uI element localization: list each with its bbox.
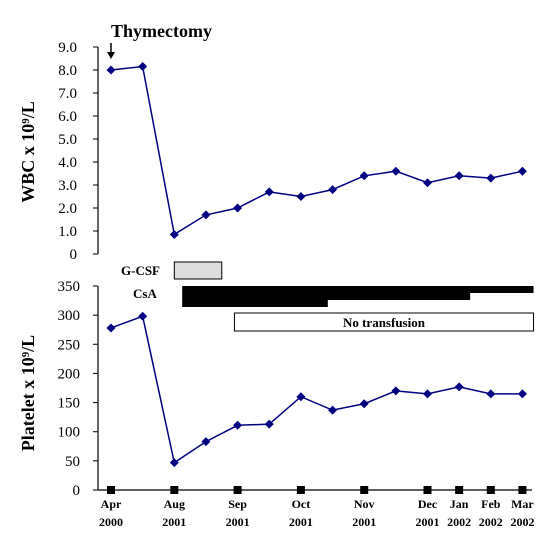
x-tick-mark-6 [455,486,464,494]
no-transfusion-bar [233,312,535,332]
x-tick-label-month-5: Dec [418,497,438,511]
x-tick-label-year-6: 2002 [447,515,471,529]
platelet-point-10 [423,389,432,399]
no-transfusion-label: No transfusion [343,315,426,330]
wbc-point-3 [201,210,211,220]
platelet-point-7 [328,405,338,415]
platelet-point-13 [517,389,527,399]
wbc-y-tick-label-8: 8.0 [58,63,77,79]
thymectomy-arrow-head [107,52,115,59]
x-tick-label-year-0: 2000 [99,515,123,529]
csa-bar-segment-0 [182,286,534,293]
platelet-y-tick-label-4: 200 [58,366,81,382]
wbc-point-5 [264,187,274,197]
wbc-y-tick-label-9: 9.0 [58,40,77,56]
wbc-point-8 [359,171,369,181]
platelet-y-tick-label-1: 50 [65,454,80,470]
wbc-y-tick-label-3: 3.0 [58,178,77,194]
x-tick-label-month-8: Mar [511,497,534,511]
wbc-point-4 [233,203,243,213]
wbc-point-2 [169,229,179,239]
x-tick-label-year-4: 2001 [352,515,376,529]
x-tick-label-month-1: Aug [164,497,185,511]
x-tick-mark-5 [423,486,432,494]
wbc-point-9 [391,166,401,176]
platelet-point-9 [391,386,401,396]
x-tick-mark-2 [233,486,242,494]
x-tick-label-month-0: Apr [101,497,122,511]
wbc-y-tick-label-2: 2.0 [58,201,77,217]
wbc-point-10 [423,178,432,188]
platelet-y-tick-label-0: 0 [73,483,81,499]
wbc-chart: 0 1.0 2.0 3.0 4.0 5.0 6.0 7.0 8.0 9.0 WBC x 10⁹/L T… [18,21,527,263]
wbc-point-0 [106,65,116,75]
platelet-chart: 0 50 100 150 200 250 300 350 Platelet x 10⁹/L Apr… [18,261,535,529]
platelet-point-0 [106,323,116,333]
platelet-point-2 [169,458,179,468]
wbc-y-axis-label: WBC x 10⁹/L [18,101,38,202]
wbc-y-tick-label-5: 5.0 [58,132,77,148]
platelet-series-line [110,315,523,464]
gcsf-label: G-CSF [121,263,160,278]
wbc-point-13 [517,166,527,176]
x-tick-mark-1 [170,486,179,494]
x-tick-label-year-7: 2002 [479,515,503,529]
platelet-y-tick-label-6: 300 [58,308,81,324]
thymectomy-label: Thymectomy [111,21,212,41]
platelet-point-1 [138,311,148,321]
x-tick-label-month-4: Nov [354,497,375,511]
x-tick-mark-7 [486,486,495,494]
platelet-point-3 [201,437,211,447]
platelet-point-5 [264,419,274,429]
x-tick-mark-0 [107,486,115,494]
csa-bar-segment-1 [182,293,471,300]
platelet-point-6 [296,392,306,402]
x-tick-label-month-6: Jan [450,497,469,511]
x-tick-label-month-7: Feb [481,497,501,511]
platelet-y-tick-label-7: 350 [58,279,81,295]
platelet-point-4 [233,420,243,430]
x-tick-label-year-5: 2001 [416,515,440,529]
platelet-y-axis-label: Platelet x 10⁹/L [18,335,38,451]
wbc-point-7 [328,185,338,195]
x-tick-label-year-8: 2002 [510,515,534,529]
platelet-point-12 [486,389,496,399]
wbc-point-1 [138,62,148,72]
x-tick-mark-4 [360,486,369,494]
wbc-y-tick-label-7: 7.0 [58,86,77,102]
wbc-y-tick-label-6: 6.0 [58,109,77,125]
wbc-point-12 [486,173,496,183]
x-tick-mark-8 [518,486,527,494]
x-tick-label-year-3: 2001 [289,515,313,529]
wbc-point-6 [296,192,306,201]
csa-label: CsA [133,286,157,301]
platelet-y-tick-label-3: 150 [58,396,81,412]
wbc-y-tick-label-0: 0 [70,247,78,263]
wbc-y-tick-label-1: 1.0 [58,224,77,240]
x-tick-label-year-1: 2001 [162,515,186,529]
wbc-point-11 [454,171,464,181]
wbc-y-tick-label-4: 4.0 [58,155,77,171]
x-tick-mark-3 [296,486,305,494]
platelet-point-11 [454,382,464,392]
csa-bar-segment-2 [182,300,328,307]
wbc-series-line [110,65,523,236]
platelet-y-tick-label-2: 100 [58,425,81,441]
gcsf-bar [173,261,223,280]
platelet-y-tick-label-5: 250 [58,337,81,353]
x-tick-label-month-2: Sep [228,497,247,511]
platelet-point-8 [359,399,369,409]
x-tick-label-year-2: 2001 [226,515,250,529]
x-tick-label-month-3: Oct [292,497,311,511]
